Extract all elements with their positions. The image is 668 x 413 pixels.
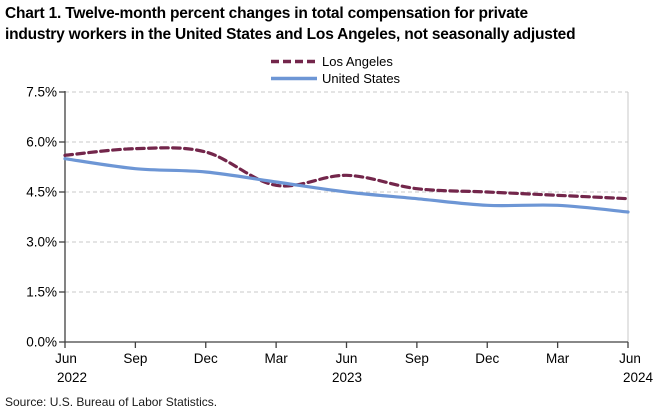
y-tick-label: 3.0% — [26, 234, 57, 250]
dashed-line-swatch-icon — [271, 59, 317, 64]
legend-label-united-states: United States — [322, 71, 401, 86]
solid-line-swatch-icon — [271, 76, 317, 81]
x-tick-label: Sep — [404, 351, 429, 366]
x-tick-label: Jun — [335, 351, 358, 366]
chart-legend: Los Angeles United States — [271, 53, 400, 87]
y-tick-label: 1.5% — [26, 284, 57, 300]
legend-label-los-angeles: Los Angeles — [322, 54, 393, 69]
x-tick-label: Dec — [475, 351, 500, 366]
y-tick-label: 4.5% — [26, 184, 57, 200]
x-tick-label: Dec — [193, 351, 218, 366]
legend-item-los-angeles: Los Angeles — [271, 53, 400, 70]
legend-item-united-states: United States — [271, 70, 400, 87]
y-tick-label: 6.0% — [26, 134, 57, 150]
chart-title: Chart 1. Twelve-month percent changes in… — [5, 3, 665, 45]
x-tick-label: Mar — [264, 351, 288, 366]
x-tick-label: Mar — [545, 351, 570, 366]
x-tick-label: Sep — [123, 351, 148, 366]
x-year-label: 2023 — [331, 370, 363, 385]
y-tick-label: 0.0% — [26, 334, 57, 350]
x-year-label: 2024 — [622, 370, 654, 385]
y-tick-label: 7.5% — [26, 84, 57, 100]
x-tick-label: Jun — [55, 351, 77, 366]
x-tick-label: Jun — [619, 351, 641, 366]
x-year-label: 2022 — [56, 370, 88, 385]
chart-title-line2: industry workers in the United States an… — [5, 26, 576, 43]
source-note: Source: U.S. Bureau of Labor Statistics. — [5, 395, 218, 409]
chart-title-line1: Chart 1. Twelve-month percent changes in… — [5, 5, 528, 22]
